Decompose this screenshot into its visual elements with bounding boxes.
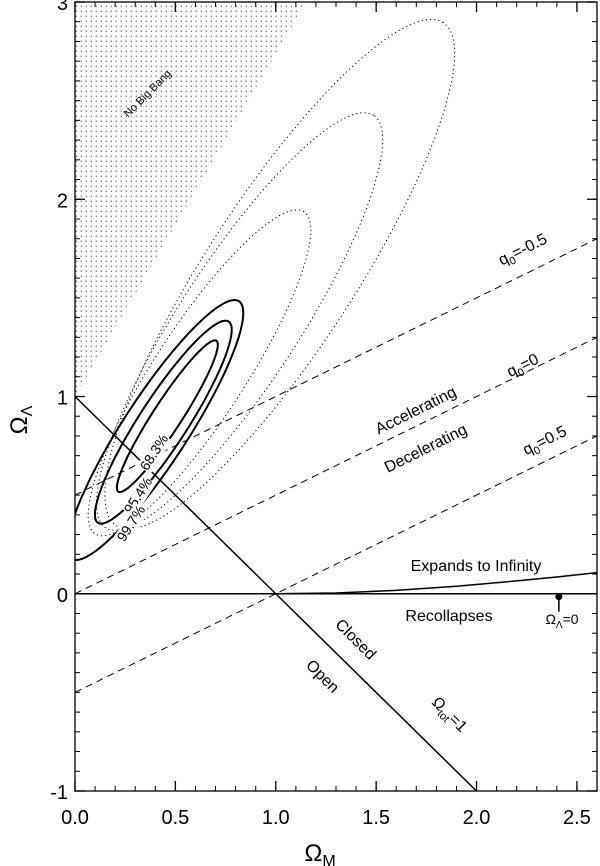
contour-2: [75, 298, 245, 561]
y-tick-label: -1: [50, 782, 68, 804]
contour-0: [115, 339, 219, 494]
model-lines: [75, 238, 597, 791]
contour-3: [87, 209, 312, 537]
y-axis-title: ΩΛ: [6, 405, 36, 434]
markers: [555, 593, 563, 612]
confidence-label-group: 68.3%: [136, 431, 173, 474]
confidence-contours: [75, 18, 456, 561]
contour-4: [95, 112, 384, 531]
x-tick-label: 1.0: [262, 807, 290, 829]
recollapses-label: Recollapses: [405, 608, 492, 625]
contour-1: [94, 319, 233, 525]
y-tick-label: 2: [57, 190, 68, 212]
confidence-labels: 68.3%95.4%99.7%: [113, 431, 173, 545]
x-tick-label: 0.5: [161, 807, 189, 829]
omega-lambda-zero-label: ΩΛ=0: [545, 611, 578, 631]
marker-dot: [555, 593, 563, 601]
confidence-label-group: 99.7%: [113, 502, 150, 545]
x-tick-label: 2.5: [563, 807, 591, 829]
confidence-label-bg: [114, 502, 150, 545]
plot-area: [75, 2, 597, 791]
y-tick-label: 0: [57, 585, 68, 607]
q0-zero-label: q0=0: [504, 351, 543, 384]
x-axis-ticks: 0.0 0.5 1.0 1.5 2.0 2.5: [61, 2, 598, 829]
y-axis-ticks: -1 0 1 2 3: [50, 0, 597, 804]
x-axis-title: ΩM: [304, 840, 335, 866]
x-tick-label: 1.5: [362, 807, 390, 829]
no-big-bang-region: [75, 2, 306, 397]
line-expands-recollapses-boundary: [275, 571, 597, 595]
confidence-label-bg: [137, 431, 173, 474]
x-tick-label: 0.0: [61, 807, 89, 829]
x-tick-label: 2.0: [463, 807, 491, 829]
omega-tot-label: Ωtot=1: [426, 694, 470, 738]
expands-label: Expands to Infinity: [411, 558, 542, 575]
line-q0-0: [75, 336, 597, 595]
contour-5: [104, 18, 456, 530]
q0-half-label: q0=0.5: [520, 423, 571, 462]
confidence-label-bg: [121, 474, 157, 517]
open-label: Open: [302, 657, 342, 697]
line-q0-0-5: [75, 435, 597, 693]
y-tick-label: 3: [57, 0, 68, 15]
y-tick-label: 1: [57, 388, 68, 410]
